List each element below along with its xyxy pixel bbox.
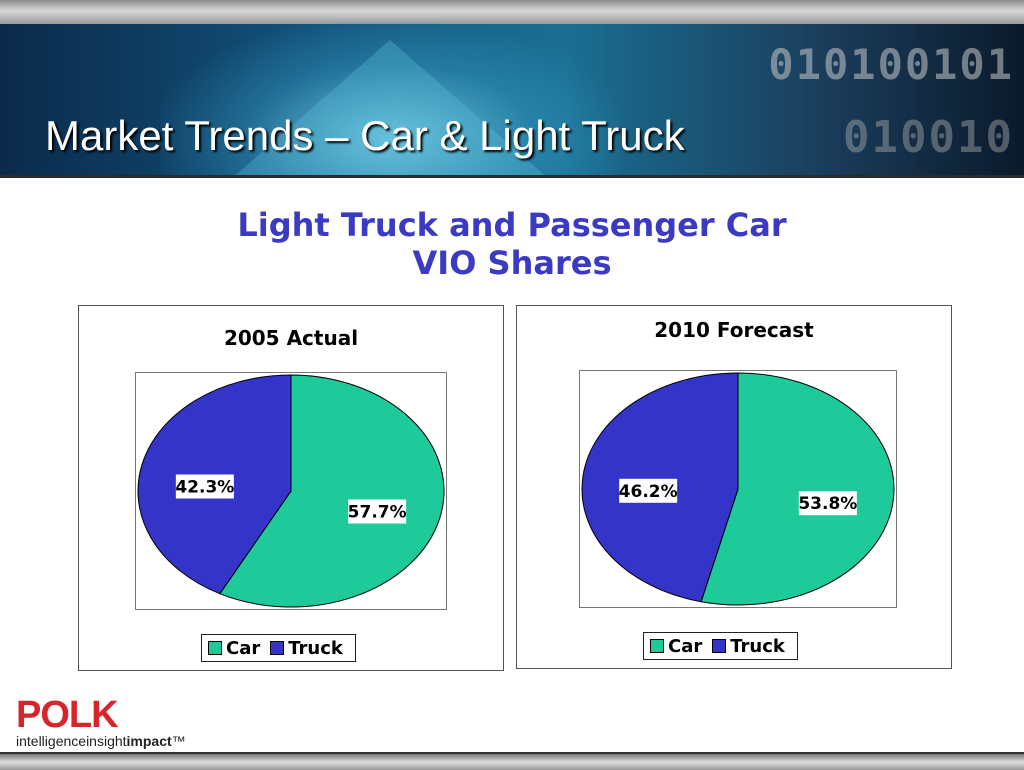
slide-title: Market Trends – Car & Light Truck: [45, 112, 685, 159]
legend-item-truck: Truck: [712, 636, 785, 657]
chart-heading: Light Truck and Passenger Car VIO Shares: [0, 206, 1024, 282]
chart-panel-2005: 2005 Actual 57.7% 42.3% Car Truck: [78, 305, 504, 671]
data-label-box: [175, 474, 234, 499]
pie-chart: 53.8% 46.2%: [581, 372, 895, 606]
legend-swatch-truck: [270, 641, 285, 655]
banner-binary-text: 010010: [843, 112, 1014, 163]
banner-divider: [0, 175, 1024, 178]
title-banner: 010100101 010010 Market Trends – Car & L…: [0, 0, 1024, 178]
banner-glow: [160, 20, 620, 178]
tagline-part: impact: [126, 733, 172, 749]
chart-legend: Car Truck: [643, 632, 798, 660]
data-label-text: 53.8%: [798, 494, 857, 514]
chart-title: 2005 Actual: [223, 326, 359, 350]
legend-swatch-car: [208, 641, 222, 655]
footer-bar: [0, 752, 1024, 770]
legend-swatch-truck: [712, 639, 727, 653]
plot-area: 53.8% 46.2%: [579, 370, 897, 608]
chart-legend: Car Truck: [201, 634, 356, 662]
legend-item-car: Car: [650, 636, 702, 657]
legend-label: Truck: [730, 635, 785, 657]
chart-heading-line1: Light Truck and Passenger Car: [237, 206, 787, 244]
data-label-text: 46.2%: [619, 482, 678, 502]
data-label-text: 42.3%: [175, 477, 234, 497]
logo-wordmark: POLK: [16, 694, 119, 736]
pie-data-label-car: 53.8%: [798, 491, 857, 516]
pie-slice-car: [700, 372, 895, 606]
chart-title: 2010 Forecast: [654, 318, 814, 342]
polk-logo: POLK intelligenceinsightimpact™: [16, 695, 256, 751]
tagline-part: intelligence: [16, 733, 87, 749]
chart-panel-2010: 2010 Forecast 53.8% 46.2% Car Truck: [516, 305, 952, 669]
data-label-text: 57.7%: [348, 503, 407, 523]
pie-data-label-car: 57.7%: [348, 499, 407, 524]
legend-item-truck: Truck: [270, 638, 343, 659]
pie-data-label-truck: 42.3%: [175, 474, 234, 499]
tagline-part: insight: [86, 733, 127, 749]
legend-label: Truck: [288, 637, 343, 659]
chart-heading-line2: VIO Shares: [412, 244, 612, 282]
data-label-box: [619, 478, 678, 503]
legend-label: Car: [668, 635, 703, 657]
pie-chart: 57.7% 42.3%: [137, 374, 445, 608]
banner-binary-text: 010100101: [768, 40, 1014, 89]
data-label-box: [798, 491, 857, 516]
plot-area: 57.7% 42.3%: [135, 372, 447, 610]
data-label-box: [348, 499, 407, 524]
legend-item-car: Car: [208, 638, 260, 659]
tagline-tm: ™: [171, 733, 186, 749]
pie-data-label-truck: 46.2%: [619, 478, 678, 503]
legend-label: Car: [226, 637, 261, 659]
logo-tagline: intelligenceinsightimpact™: [16, 733, 186, 749]
legend-swatch-car: [650, 639, 664, 653]
banner-road-image: [230, 40, 550, 178]
pie-slice-car: [219, 374, 445, 608]
